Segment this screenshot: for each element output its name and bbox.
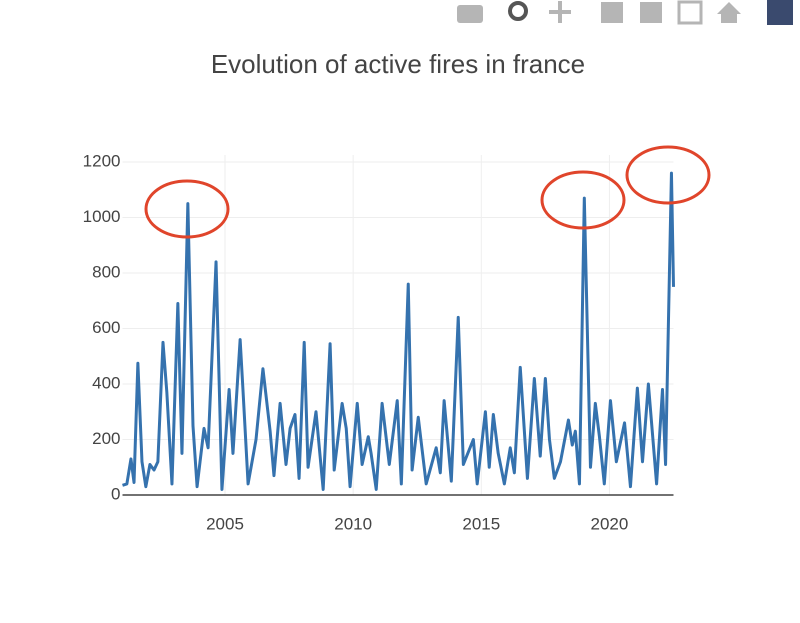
y-tick-label: 400: [92, 373, 120, 392]
x-tick-label: 2005: [206, 514, 244, 533]
pan-icon[interactable]: [549, 1, 571, 23]
y-tick-label: 800: [92, 262, 120, 281]
autoscale-icon[interactable]: [677, 0, 703, 25]
y-tick-label: 1200: [83, 151, 121, 170]
chart-title: Evolution of active fires in france: [211, 49, 585, 79]
toolbar: [457, 0, 793, 25]
y-tick-label: 1000: [83, 207, 121, 226]
x-tick-label: 2015: [462, 514, 500, 533]
highlight-ellipse: [625, 145, 711, 205]
plot-area: 2005 2010 2015 2020 0 200 400 600 800 1000 1200: [83, 151, 675, 533]
highlight-ellipse: [144, 179, 230, 239]
data-line: [122, 171, 675, 491]
zoom-out-icon[interactable]: [640, 2, 662, 23]
annotations: [144, 145, 711, 239]
y-tick-label: 0: [111, 484, 120, 503]
highlight-ellipse: [540, 170, 626, 230]
zoom-in-icon[interactable]: [601, 2, 623, 23]
camera-icon[interactable]: [457, 5, 483, 23]
zoom-icon[interactable]: [508, 1, 528, 21]
y-tick-label: 600: [92, 318, 120, 337]
plotly-logo[interactable]: [767, 0, 793, 25]
x-tick-label: 2010: [334, 514, 372, 533]
x-tick-label: 2020: [591, 514, 629, 533]
y-tick-label: 200: [92, 429, 120, 448]
reset-icon[interactable]: [717, 2, 741, 23]
